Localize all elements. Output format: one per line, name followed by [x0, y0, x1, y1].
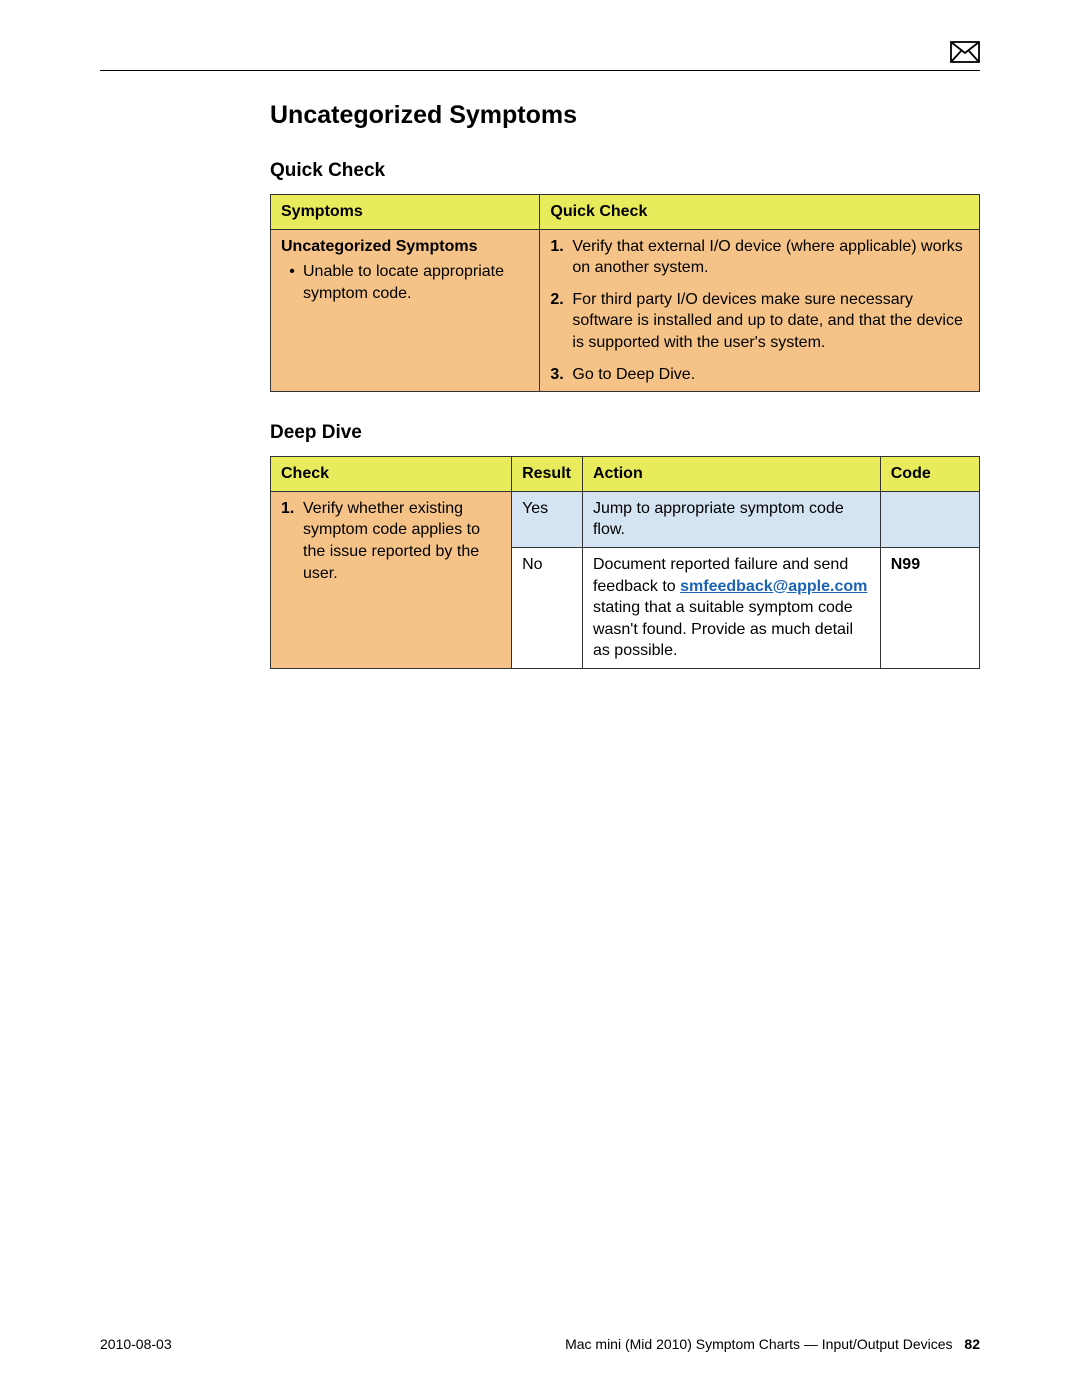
qc-step-text: Verify that external I/O device (where a… [572, 236, 969, 279]
dd-action: Jump to appropriate symptom code flow. [582, 491, 880, 547]
qc-step: 3.Go to Deep Dive. [550, 364, 969, 386]
dd-check-cell: 1. Verify whether existing symptom code … [271, 491, 512, 668]
page-footer: 2010-08-03 Mac mini (Mid 2010) Symptom C… [100, 1336, 980, 1352]
dd-action-post: stating that a suitable symptom code was… [593, 599, 853, 659]
page-title: Uncategorized Symptoms [270, 101, 980, 130]
footer-date: 2010-08-03 [100, 1336, 172, 1352]
dd-col-code: Code [880, 457, 979, 492]
qc-symptom-title: Uncategorized Symptoms [281, 238, 477, 255]
dd-col-check: Check [271, 457, 512, 492]
dd-check-num: 1. [281, 498, 303, 584]
qc-step-text: For third party I/O devices make sure ne… [572, 289, 969, 354]
dd-check-text: Verify whether existing symptom code app… [303, 498, 501, 584]
qc-col-symptoms: Symptoms [271, 195, 540, 230]
dd-code: N99 [880, 547, 979, 668]
qc-symptom-bullet-text: Unable to locate appropriate symptom cod… [303, 261, 529, 304]
qc-step: 2.For third party I/O devices make sure … [550, 289, 969, 354]
qc-symptom-bullet: • Unable to locate appropriate symptom c… [281, 261, 529, 304]
quick-check-table: Symptoms Quick Check Uncategorized Sympt… [270, 194, 980, 392]
dd-code [880, 491, 979, 547]
footer-doc-title: Mac mini (Mid 2010) Symptom Charts — Inp… [565, 1336, 952, 1352]
qc-steps-cell: 1.Verify that external I/O device (where… [540, 229, 980, 392]
feedback-email-link[interactable]: smfeedback@apple.com [680, 578, 867, 595]
dd-col-result: Result [512, 457, 583, 492]
envelope-icon [950, 41, 980, 68]
qc-step-text: Go to Deep Dive. [572, 364, 695, 386]
dd-action: Document reported failure and send feedb… [582, 547, 880, 668]
deep-dive-heading: Deep Dive [270, 422, 980, 444]
qc-step: 1.Verify that external I/O device (where… [550, 236, 969, 279]
dd-result: No [512, 547, 583, 668]
dd-result: Yes [512, 491, 583, 547]
qc-col-quickcheck: Quick Check [540, 195, 980, 230]
footer-page-number: 82 [964, 1336, 980, 1352]
deep-dive-table: Check Result Action Code 1. Verify wheth… [270, 456, 980, 669]
dd-col-action: Action [582, 457, 880, 492]
quick-check-heading: Quick Check [270, 160, 980, 182]
qc-symptoms-cell: Uncategorized Symptoms • Unable to locat… [271, 229, 540, 392]
